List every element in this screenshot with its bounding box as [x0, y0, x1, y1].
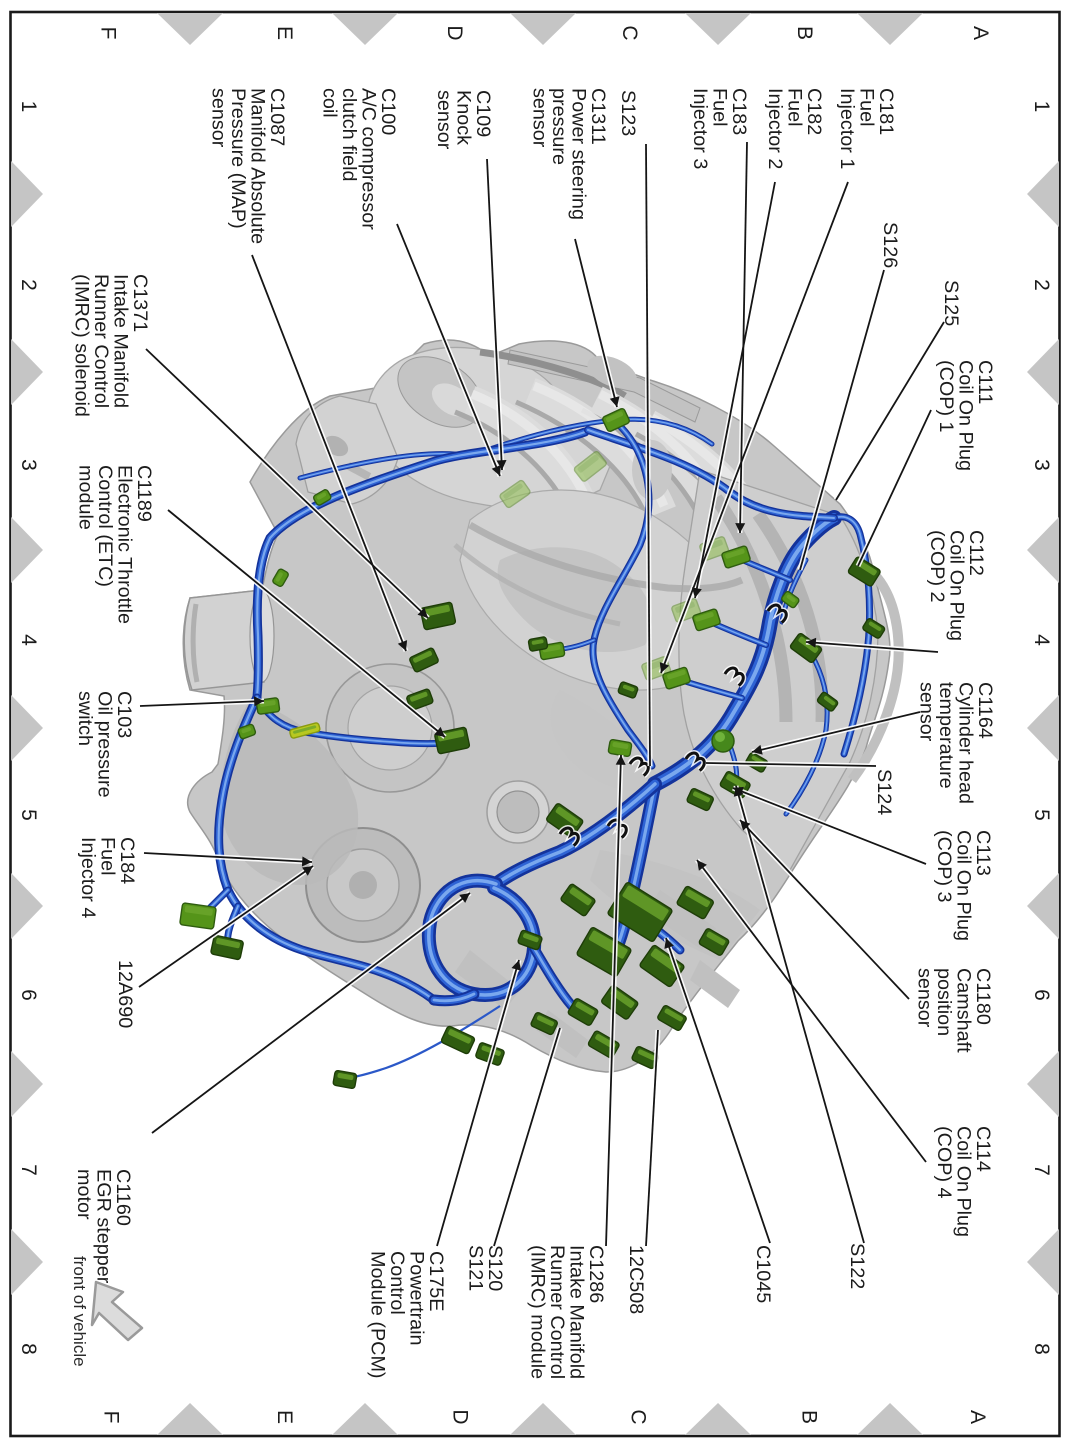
svg-text:A: A — [969, 26, 992, 40]
svg-text:F: F — [100, 1411, 123, 1424]
svg-text:1: 1 — [1030, 101, 1053, 113]
svg-text:3: 3 — [17, 459, 40, 471]
svg-text:C1160EGR steppermotor: C1160EGR steppermotor — [73, 1169, 134, 1284]
svg-text:C114Coil On Plug(COP) 4: C114Coil On Plug(COP) 4 — [933, 1126, 994, 1237]
svg-text:C1311Power steeringpressuresen: C1311Power steeringpressuresensor — [529, 88, 610, 220]
svg-text:5: 5 — [1030, 809, 1053, 821]
svg-text:C111Coil On Plug(COP) 1: C111Coil On Plug(COP) 1 — [935, 360, 996, 471]
svg-text:C1286Intake ManifoldRunner Con: C1286Intake ManifoldRunner Control(IMRC)… — [527, 1245, 608, 1379]
svg-text:12A690: 12A690 — [114, 960, 136, 1028]
svg-text:C: C — [618, 25, 641, 40]
svg-text:12C508: 12C508 — [625, 1245, 647, 1314]
svg-text:S125: S125 — [940, 280, 962, 326]
svg-text:B: B — [798, 1410, 821, 1424]
svg-text:A: A — [966, 1410, 989, 1424]
svg-text:3: 3 — [1030, 459, 1053, 471]
svg-text:C1087Manifold AbsolutePressure: C1087Manifold AbsolutePressure (MAP)sens… — [208, 88, 289, 244]
svg-text:4: 4 — [17, 634, 40, 646]
svg-text:C1371Intake ManifoldRunner Con: C1371Intake ManifoldRunner Control(IMRC)… — [71, 274, 152, 417]
svg-text:C1189Electronic ThrottleContro: C1189Electronic ThrottleControl (ETC)mod… — [75, 465, 156, 624]
svg-text:S122: S122 — [846, 1243, 868, 1289]
svg-text:F: F — [97, 27, 120, 40]
svg-text:D: D — [443, 25, 466, 40]
svg-text:C181FuelInjector 1: C181FuelInjector 1 — [836, 88, 897, 169]
svg-text:C1164Cylinder headtemperatures: C1164Cylinder headtemperaturesensor — [916, 682, 997, 804]
svg-text:C109Knocksensor: C109Knocksensor — [433, 90, 494, 150]
svg-text:C100A/C compressorclutch field: C100A/C compressorclutch fieldcoil — [319, 88, 400, 230]
svg-text:C113Coil On Plug(COP) 3: C113Coil On Plug(COP) 3 — [933, 830, 994, 941]
svg-text:8: 8 — [17, 1343, 40, 1355]
svg-text:6: 6 — [17, 989, 40, 1001]
svg-text:S123: S123 — [617, 90, 639, 136]
svg-text:1: 1 — [17, 101, 40, 113]
svg-text:E: E — [273, 26, 296, 40]
svg-text:6: 6 — [1030, 989, 1053, 1001]
svg-text:C112Coil On Plug(COP) 2: C112Coil On Plug(COP) 2 — [926, 530, 987, 641]
svg-text:S120S121: S120S121 — [465, 1245, 507, 1291]
svg-text:C184FuelInjector 4: C184FuelInjector 4 — [77, 837, 138, 918]
svg-text:C1180Camshaftpositionsensor: C1180Camshaftpositionsensor — [914, 968, 995, 1053]
svg-text:C: C — [627, 1409, 650, 1424]
svg-text:8: 8 — [1030, 1343, 1053, 1355]
svg-text:7: 7 — [1030, 1164, 1053, 1176]
svg-text:S124: S124 — [873, 769, 895, 815]
svg-text:D: D — [449, 1409, 472, 1424]
svg-text:E: E — [273, 1410, 296, 1424]
svg-text:front of vehicle: front of vehicle — [70, 1256, 89, 1367]
svg-text:7: 7 — [17, 1164, 40, 1176]
svg-text:C175EPowertrainControlModule (: C175EPowertrainControlModule (PCM) — [367, 1251, 448, 1379]
svg-text:2: 2 — [1030, 279, 1053, 291]
svg-text:C183FuelInjector 3: C183FuelInjector 3 — [689, 88, 750, 169]
svg-text:4: 4 — [1030, 634, 1053, 646]
svg-text:C1045: C1045 — [752, 1245, 774, 1303]
svg-text:5: 5 — [17, 809, 40, 821]
svg-text:B: B — [793, 26, 816, 40]
svg-text:S126: S126 — [879, 222, 901, 268]
svg-text:C103Oil pressureswitch: C103Oil pressureswitch — [74, 691, 135, 798]
svg-text:2: 2 — [17, 279, 40, 291]
svg-text:C182FuelInjector 2: C182FuelInjector 2 — [764, 88, 825, 169]
